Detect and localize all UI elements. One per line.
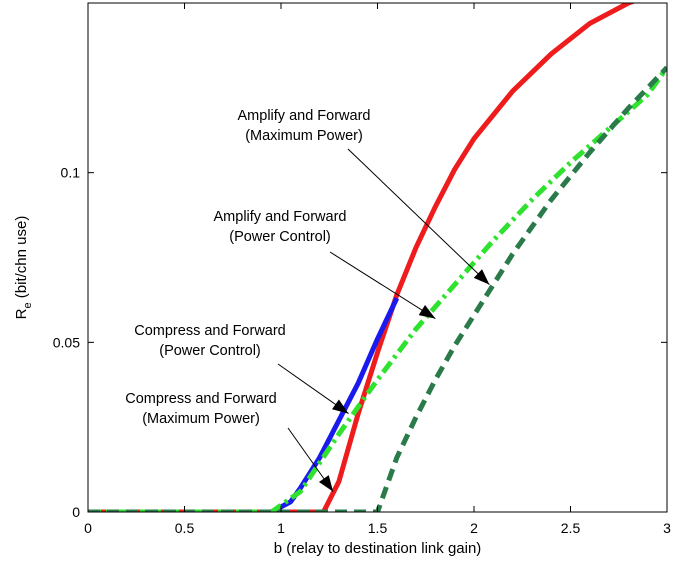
x-tick-label: 2 <box>470 520 478 536</box>
annotation-line2: (Power Control) <box>229 229 331 245</box>
tick-layer: 0 0.5 1 1.5 2 2.5 3 0 0.05 0.1 <box>53 3 671 536</box>
x-tick-label: 1 <box>277 520 285 536</box>
y-tick-label: 0.1 <box>61 165 81 181</box>
y-axis-label-rest: (bit/chn use) <box>13 216 30 303</box>
x-tick-label: 2.5 <box>561 520 581 536</box>
annotation-layer: Amplify and Forward (Maximum Power) Amplif… <box>125 108 490 492</box>
x-tick-label: 1.5 <box>368 520 388 536</box>
annotation-line1: Compress and Forward <box>125 391 277 407</box>
annotation-arrowhead <box>332 399 349 414</box>
annotation-line2: (Maximum Power) <box>245 128 363 144</box>
y-tick-label: 0.05 <box>53 334 80 350</box>
y-axis-label-main: R <box>13 308 30 319</box>
x-tick-label: 0 <box>84 520 92 536</box>
annotation-arrow-line <box>347 148 490 286</box>
annotation-arrow-line <box>329 251 436 320</box>
series-line-cf_max <box>88 65 667 512</box>
annotation-line1: Compress and Forward <box>134 323 286 339</box>
series-line-cf_pc <box>270 297 400 512</box>
y-tick-label: 0 <box>72 504 80 520</box>
series-line-af_max <box>88 3 636 512</box>
y-axis-label-sub: e <box>22 302 34 308</box>
series-line-af_pc <box>88 66 667 512</box>
annotation-arrowhead <box>418 304 436 319</box>
x-tick-label: 3 <box>663 520 671 536</box>
annotation-arrowhead <box>473 269 490 285</box>
annotation-line2: (Power Control) <box>159 343 261 359</box>
annotation-line1: Amplify and Forward <box>238 108 371 124</box>
annotation-arrowhead <box>318 475 334 492</box>
x-tick-label: 0.5 <box>175 520 195 536</box>
x-axis-label: b (relay to destination link gain) <box>274 540 482 557</box>
annotation-line1: Amplify and Forward <box>214 209 347 225</box>
series-layer <box>88 3 667 512</box>
annotation-line2: (Maximum Power) <box>142 411 260 427</box>
y-axis-label: Re (bit/chn use) <box>13 216 34 320</box>
